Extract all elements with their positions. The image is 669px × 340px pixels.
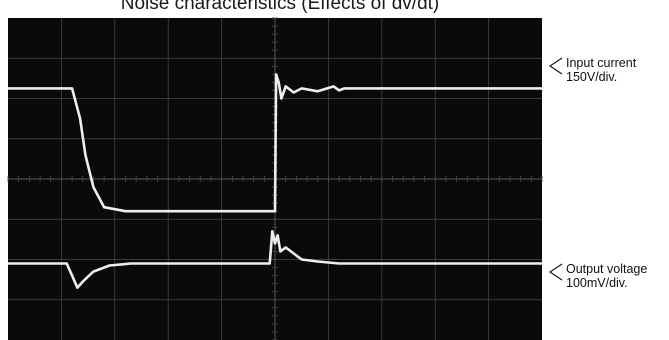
input-current-trace: [8, 73, 542, 213]
output-voltage-trace: [8, 230, 542, 290]
grid: [7, 17, 543, 340]
series-scale: 150V/div.: [566, 70, 618, 84]
triangle-marker-icon: [549, 263, 563, 281]
chart-title: Noise characteristics (Effects of dv/dt): [120, 0, 440, 14]
series-name: Output voltage: [566, 262, 648, 276]
triangle-marker-icon: [549, 57, 563, 75]
series-name: Input current: [566, 56, 637, 70]
series-scale: 100mV/div.: [566, 276, 628, 290]
traces: [8, 73, 542, 290]
